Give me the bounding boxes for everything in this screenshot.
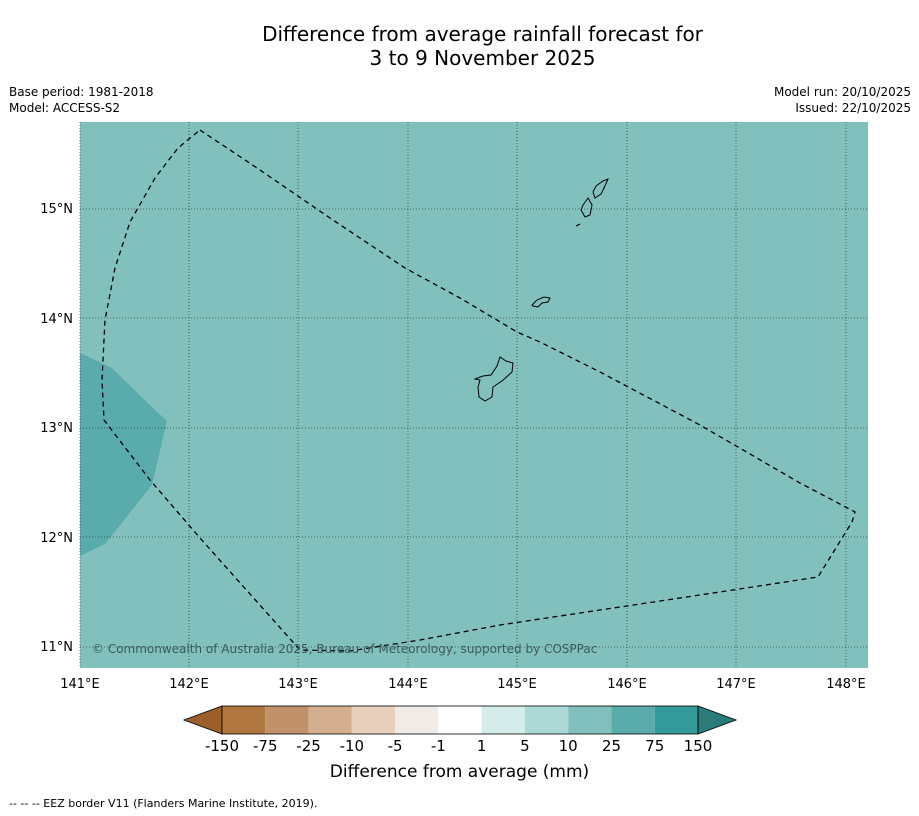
lat-label-12: 12°N [40, 531, 73, 546]
colorbar-tick-label: -5 [387, 737, 403, 755]
lon-label-145: 145°E [497, 677, 537, 692]
colorbar-extend-high [697, 705, 738, 735]
footnote: -- -- -- EEZ border V11 (Flanders Marine… [9, 797, 318, 810]
colorbar-box [222, 706, 266, 734]
map-title: Difference from average rainfall forecas… [0, 22, 919, 70]
meta-right: Model run: 20/10/2025 Issued: 22/10/2025 [774, 84, 911, 116]
title-line1: Difference from average rainfall forecas… [262, 22, 703, 46]
colorbar-box [481, 706, 525, 734]
aguijan-islet [575, 223, 581, 227]
colorbar-box [351, 706, 396, 734]
colorbar-tick-label: 5 [520, 737, 530, 755]
tinian-island [580, 197, 593, 218]
map-background [80, 122, 868, 668]
copyright-text: © Commonwealth of Australia 2025, Bureau… [92, 642, 597, 656]
colorbar-tick-label: -25 [296, 737, 321, 755]
meta-left: Base period: 1981-2018 Model: ACCESS-S2 [9, 84, 154, 116]
title-line2: 3 to 9 November 2025 [369, 46, 596, 70]
model-run: Model run: 20/10/2025 [773, 85, 911, 99]
colorbar-tick-label: 150 [683, 737, 713, 755]
gridlines [79, 122, 868, 668]
colorbar [182, 705, 738, 735]
lon-label-143: 143°E [278, 677, 318, 692]
colorbar-box [438, 706, 482, 734]
colorbar-box [654, 706, 698, 734]
colorbar-box [395, 706, 439, 734]
colorbar-box [265, 706, 309, 734]
lat-label-14: 14°N [40, 312, 73, 327]
colorbar-tick-label: 10 [558, 737, 578, 755]
lat-label-13: 13°N [40, 421, 73, 436]
colorbar-tick-label: -150 [204, 737, 240, 755]
colorbar-tick-label: -10 [339, 737, 365, 755]
lat-label-15: 15°N [40, 202, 73, 217]
colorbar-outline [221, 705, 699, 735]
colorbar-tick-label: 1 [476, 737, 487, 755]
colorbar-tick-label: -75 [253, 737, 278, 755]
model-name: Model: ACCESS-S2 [9, 101, 121, 115]
colorbar-title: Difference from average (mm) [329, 762, 590, 782]
lon-label-142: 142°E [169, 677, 209, 692]
lon-label-146: 146°E [607, 677, 647, 692]
colorbar-tick-label: 25 [601, 737, 621, 755]
colorbar-tick-label: 75 [645, 737, 665, 755]
colorbar-tick-label: -1 [430, 737, 446, 755]
lon-label-148: 148°E [826, 677, 866, 692]
base-period: Base period: 1981-2018 [9, 85, 154, 99]
colorbar-extend-low [182, 705, 223, 735]
guam-island [473, 356, 514, 402]
rota-island [531, 296, 551, 308]
colorbar-box [308, 706, 352, 734]
colorbar-box [568, 706, 612, 734]
lon-label-141: 141°E [60, 677, 100, 692]
saipan-island [592, 178, 609, 199]
lat-label-11: 11°N [40, 640, 73, 655]
lon-label-147: 147°E [716, 677, 756, 692]
colorbar-box [611, 706, 655, 734]
issued-date: Issued: 22/10/2025 [795, 101, 911, 115]
wetter-anomaly-patch [80, 353, 167, 556]
lon-label-144: 144°E [388, 677, 428, 692]
colorbar-box [524, 706, 569, 734]
